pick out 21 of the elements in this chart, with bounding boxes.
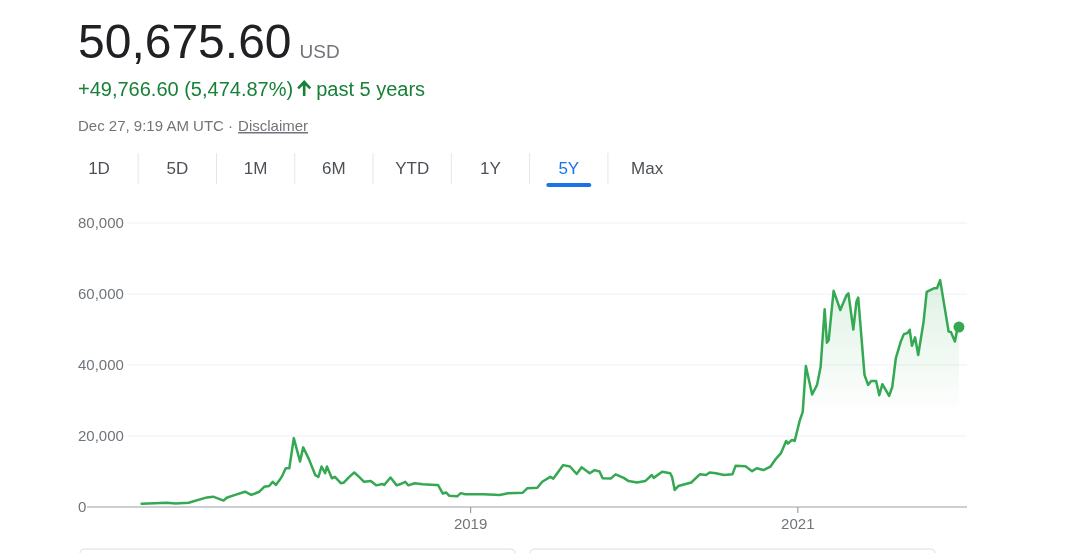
text: 5Y [558, 159, 580, 178]
text: 1M [243, 159, 268, 178]
text: 6M [322, 159, 346, 178]
text: 1Y [480, 159, 501, 178]
y-tick-label: 80,000 [78, 214, 124, 231]
y-tick-label: 20,000 [78, 427, 124, 444]
text: +49,766.60 (5,474.87%) [78, 78, 294, 100]
x-tick-label: 2021 [781, 515, 815, 532]
y-tick-label: 60,000 [78, 285, 124, 302]
chart-subtitle: USD [299, 41, 340, 62]
y-tick-label: 0 [78, 498, 87, 515]
text: 1D [88, 159, 110, 178]
text: past 5 years [316, 78, 426, 100]
text: Disclaimer [238, 117, 309, 134]
chart-title: 50,675.60 [78, 15, 292, 68]
x-tick-label: 2019 [453, 515, 488, 532]
text: Max [631, 159, 664, 178]
text: 5D [166, 159, 189, 178]
y-tick-label: 40,000 [78, 356, 124, 373]
text: Dec 27, 9:19 AM UTC · [78, 117, 234, 134]
text: YTD [395, 159, 430, 178]
